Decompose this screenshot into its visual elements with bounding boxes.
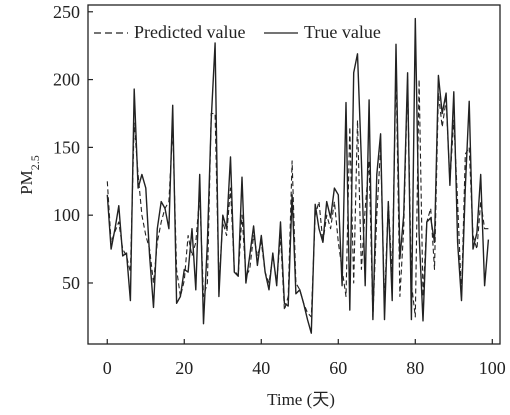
y-tick-label: 50: [62, 273, 80, 293]
y-axis-title-main: PM: [17, 170, 36, 195]
series-layer: [106, 17, 490, 334]
y-axis-title: PM2.5: [17, 155, 42, 195]
x-tick-label: 60: [329, 358, 347, 378]
x-tick-label: 0: [103, 358, 112, 378]
y-tick-label: 150: [53, 137, 80, 157]
x-axis-title: Time (天): [267, 390, 335, 409]
true-value-line: [106, 17, 490, 334]
x-axis-ticks: 0 20 40 60 80 100: [103, 339, 506, 378]
x-tick-label: 100: [479, 358, 506, 378]
y-axis-ticks: 50 100 150 200 250: [53, 2, 93, 293]
legend-label-predicted: Predicted value: [134, 22, 245, 42]
svg-text:PM2.5: PM2.5: [17, 155, 42, 195]
predicted-value-line: [106, 65, 489, 318]
y-axis-title-subscript: 2.5: [28, 155, 42, 170]
y-tick-label: 200: [53, 70, 80, 90]
legend-label-true: True value: [304, 22, 381, 42]
y-tick-label: 250: [53, 2, 80, 22]
plot-frame: [87, 4, 501, 345]
x-tick-label: 40: [252, 358, 270, 378]
x-tick-label: 20: [175, 358, 193, 378]
legend: Predicted value True value: [94, 22, 381, 42]
y-tick-label: 100: [53, 205, 80, 225]
x-tick-label: 80: [406, 358, 424, 378]
